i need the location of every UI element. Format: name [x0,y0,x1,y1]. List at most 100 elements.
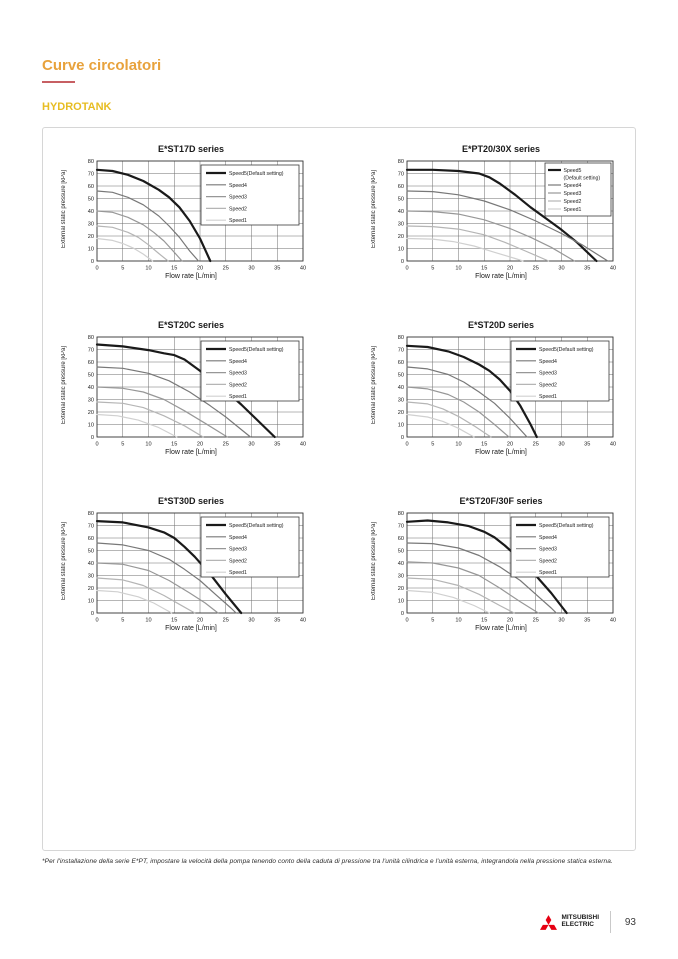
svg-text:15: 15 [171,618,177,624]
chart-title: E*ST20C series [157,320,225,331]
svg-text:30: 30 [558,266,564,272]
svg-text:25: 25 [533,442,539,448]
svg-text:40: 40 [88,385,94,391]
svg-text:10: 10 [145,442,151,448]
chart-est20f-30f-series: E*ST20F/30F series External static press… [367,496,621,632]
page-number: 93 [624,916,636,928]
svg-text:Speed2: Speed2 [564,199,582,205]
svg-text:0: 0 [91,435,94,441]
document-page: Curve circolatori HYDROTANK E*ST17D seri… [42,57,636,934]
svg-text:10: 10 [455,618,461,624]
svg-text:Speed2: Speed2 [539,382,557,388]
chart-body: External static pressure [kPa] 0 5 10 15 20 2… [367,157,621,272]
svg-text:Speed5(Default setting): Speed5(Default setting) [229,523,284,529]
svg-text:30: 30 [248,266,254,272]
svg-text:50: 50 [398,549,404,555]
svg-text:60: 60 [398,536,404,542]
svg-text:50: 50 [398,197,404,203]
svg-text:20: 20 [398,234,404,240]
svg-text:50: 50 [398,373,404,379]
svg-text:40: 40 [88,209,94,215]
svg-text:20: 20 [197,442,203,448]
svg-text:20: 20 [88,586,94,592]
y-axis-label: External static pressure [kPa] [371,346,377,425]
svg-text:20: 20 [197,266,203,272]
svg-text:Speed5: Speed5 [564,168,582,174]
svg-text:70: 70 [88,172,94,178]
brand-name-line1: MITSUBISHI [561,914,599,922]
svg-text:Speed4: Speed4 [229,183,247,189]
y-axis-label: External static pressure [kPa] [61,522,67,601]
x-axis-label: Flow rate [L/min] [475,273,527,281]
svg-text:30: 30 [88,398,94,404]
svg-text:Speed4: Speed4 [229,359,247,365]
charts-panel: E*ST17D series External static pressure … [42,127,636,852]
y-axis-label: External static pressure [kPa] [371,170,377,249]
svg-text:Speed5(Default setting): Speed5(Default setting) [229,347,284,353]
svg-text:0: 0 [91,259,94,265]
svg-text:0: 0 [95,266,98,272]
chart-body: External static pressure [kPa] 0 5 10 15 20 2… [367,509,621,624]
svg-text:Speed4: Speed4 [539,359,557,365]
svg-text:50: 50 [88,373,94,379]
svg-text:5: 5 [121,266,124,272]
svg-text:0: 0 [405,266,408,272]
svg-text:80: 80 [88,159,94,165]
svg-text:80: 80 [88,511,94,517]
svg-text:Speed3: Speed3 [229,547,247,553]
svg-text:20: 20 [197,618,203,624]
chart-est30d-series: E*ST30D series External static pressure … [57,496,311,632]
svg-text:Speed1: Speed1 [539,570,557,576]
svg-text:30: 30 [248,618,254,624]
svg-text:15: 15 [171,266,177,272]
svg-text:Speed4: Speed4 [229,535,247,541]
title-underline [42,80,75,83]
chart-title: E*PT20/30X series [461,144,541,155]
chart-plot: 0 5 10 15 20 25 30 35 4001020304050607080Speed5(… [88,335,306,448]
svg-text:5: 5 [121,618,124,624]
svg-text:Speed3: Speed3 [539,547,557,553]
svg-text:0: 0 [405,442,408,448]
svg-text:10: 10 [398,423,404,429]
svg-text:Speed4: Speed4 [539,535,557,541]
svg-text:15: 15 [481,442,487,448]
chart-title: E*ST20D series [467,320,535,331]
svg-text:70: 70 [398,348,404,354]
svg-text:25: 25 [533,266,539,272]
svg-text:10: 10 [88,423,94,429]
svg-text:40: 40 [610,266,616,272]
svg-text:40: 40 [300,442,306,448]
svg-text:Speed5(Default setting): Speed5(Default setting) [539,347,594,353]
svg-text:20: 20 [507,618,513,624]
svg-text:20: 20 [398,586,404,592]
brand-block: MITSUBISHI ELECTRIC [540,914,599,930]
svg-text:30: 30 [398,398,404,404]
svg-text:0: 0 [401,259,404,265]
footer-divider [610,911,611,934]
chart-plot: 0 5 10 15 20 25 30 35 4001020304050607080Speed5(… [398,159,616,272]
svg-text:10: 10 [88,247,94,253]
svg-text:50: 50 [88,197,94,203]
svg-text:80: 80 [398,511,404,517]
svg-text:Speed2: Speed2 [539,558,557,564]
svg-text:40: 40 [610,618,616,624]
svg-text:20: 20 [88,234,94,240]
svg-text:80: 80 [88,335,94,341]
svg-text:30: 30 [88,574,94,580]
svg-text:10: 10 [398,599,404,605]
svg-text:30: 30 [248,442,254,448]
chart-est20c-series: E*ST20C series External static pressure … [57,320,311,456]
svg-text:40: 40 [398,385,404,391]
svg-text:35: 35 [584,266,590,272]
chart-plot: 0 5 10 15 20 25 30 35 4001020304050607080Speed5(… [88,511,306,624]
y-axis-label: External static pressure [kPa] [61,346,67,425]
svg-text:10: 10 [88,599,94,605]
section-subtitle: HYDROTANK [42,101,112,113]
x-axis-label: Flow rate [L/min] [475,449,527,457]
chart-body: External static pressure [kPa] 0 5 10 15 20 2… [367,333,621,448]
x-axis-label: Flow rate [L/min] [165,273,217,281]
svg-text:Speed3: Speed3 [229,371,247,377]
x-axis-label: Flow rate [L/min] [165,625,217,633]
svg-text:40: 40 [398,209,404,215]
x-axis-label: Flow rate [L/min] [475,625,527,633]
